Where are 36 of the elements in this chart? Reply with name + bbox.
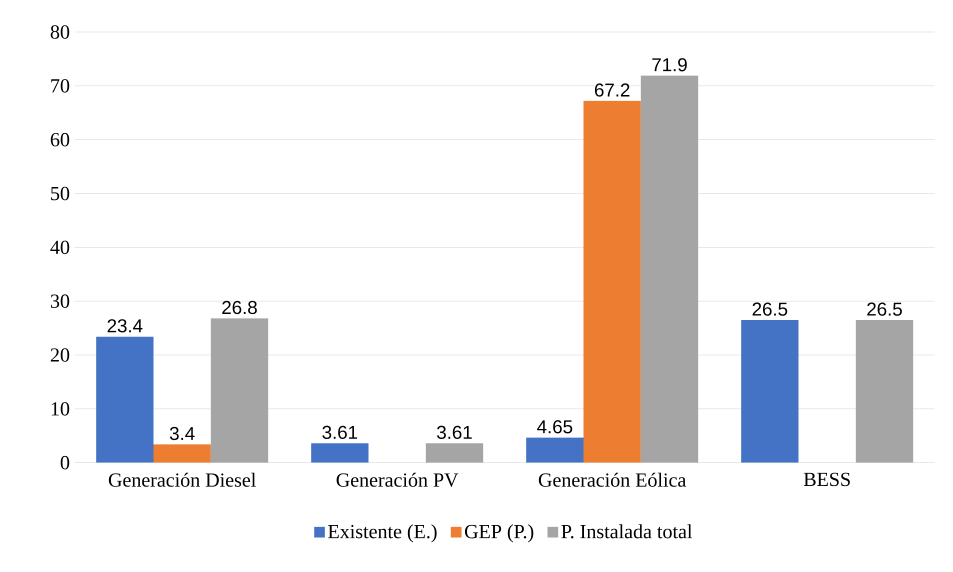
bar — [210, 318, 268, 463]
bar — [856, 320, 914, 463]
legend-label: GEP (P.) — [464, 524, 534, 542]
bar — [584, 100, 641, 463]
bar — [154, 444, 211, 463]
data-label: 26.5 — [752, 302, 788, 316]
data-label: 71.9 — [652, 58, 687, 72]
bar — [96, 336, 154, 463]
legend-label: Existente (E.) — [328, 524, 437, 542]
y-tick-label: 20 — [50, 348, 70, 362]
y-tick-label: 80 — [50, 25, 70, 39]
data-label: 67.2 — [594, 83, 630, 97]
bar — [640, 76, 698, 463]
bar — [741, 320, 798, 463]
bar — [311, 443, 368, 463]
x-tick-label: Generación Diesel — [108, 472, 256, 487]
data-label: 23.4 — [108, 319, 142, 332]
x-tick-label: BESS — [804, 472, 850, 486]
data-label: 3.4 — [170, 426, 195, 440]
data-label: 3.61 — [437, 426, 472, 439]
y-tick-label: 60 — [50, 132, 70, 146]
data-label: 3.61 — [322, 426, 358, 439]
bar — [426, 443, 484, 463]
data-label: 26.5 — [867, 302, 902, 316]
x-tick-label: Generación PV — [336, 472, 458, 487]
y-tick-label: 40 — [50, 240, 70, 254]
y-tick-label: 10 — [52, 402, 70, 416]
y-tick-label: 70 — [51, 79, 70, 93]
y-tick-label: 50 — [51, 186, 70, 200]
y-tick-label: 30 — [50, 294, 70, 308]
legend-label: P. Instalada total — [561, 524, 692, 538]
data-label: 26.8 — [222, 300, 257, 314]
y-tick-label: 0 — [60, 456, 70, 470]
bar — [526, 438, 584, 463]
x-tick-label: Generación Eólica — [538, 472, 686, 487]
data-label: 4.65 — [537, 420, 572, 434]
